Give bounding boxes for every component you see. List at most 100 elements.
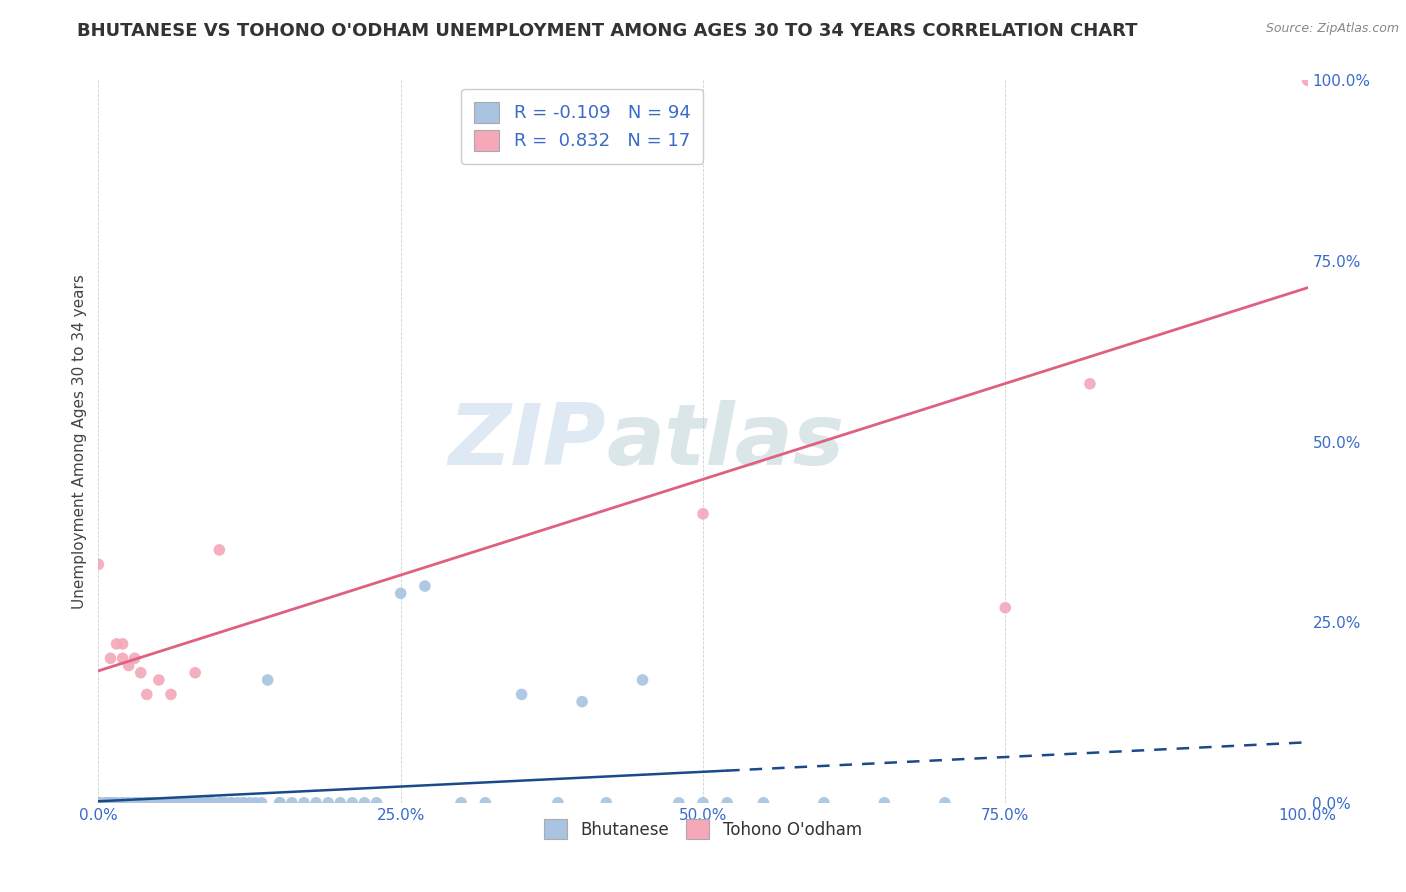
Point: [105, 637, 128, 651]
Point: [1078, 376, 1101, 391]
Point: [153, 796, 176, 810]
Point: [571, 695, 593, 709]
Point: [129, 665, 152, 680]
Point: [232, 796, 254, 810]
Point: [111, 796, 134, 810]
Point: [100, 796, 122, 810]
Point: [221, 796, 243, 810]
Point: [187, 796, 209, 810]
Point: [256, 673, 278, 687]
Point: [292, 796, 315, 810]
Point: [160, 796, 183, 810]
Point: [162, 796, 184, 810]
Point: [124, 796, 146, 810]
Point: [342, 796, 364, 810]
Point: [631, 673, 654, 687]
Point: [100, 796, 122, 810]
Point: [105, 796, 128, 810]
Point: [87, 796, 110, 810]
Point: [135, 796, 157, 810]
Point: [208, 796, 231, 810]
Text: atlas: atlas: [606, 400, 845, 483]
Point: [692, 507, 714, 521]
Point: [124, 651, 146, 665]
Point: [118, 796, 141, 810]
Point: [269, 796, 291, 810]
Point: [127, 796, 149, 810]
Point: [269, 796, 291, 810]
Point: [142, 796, 165, 810]
Point: [389, 586, 412, 600]
Point: [366, 796, 388, 810]
Point: [87, 796, 110, 810]
Point: [111, 651, 134, 665]
Point: [111, 796, 134, 810]
Point: [118, 658, 141, 673]
Point: [87, 796, 110, 810]
Point: [135, 796, 157, 810]
Point: [211, 796, 233, 810]
Point: [184, 796, 207, 810]
Point: [148, 673, 170, 687]
Point: [305, 796, 328, 810]
Point: [716, 796, 738, 810]
Point: [208, 542, 231, 557]
Point: [353, 796, 375, 810]
Text: BHUTANESE VS TOHONO O'ODHAM UNEMPLOYMENT AMONG AGES 30 TO 34 YEARS CORRELATION C: BHUTANESE VS TOHONO O'ODHAM UNEMPLOYMENT…: [77, 22, 1137, 40]
Point: [232, 796, 254, 810]
Point: [184, 796, 207, 810]
Text: ZIP: ZIP: [449, 400, 606, 483]
Point: [111, 637, 134, 651]
Point: [111, 796, 134, 810]
Point: [135, 687, 157, 701]
Point: [87, 796, 110, 810]
Point: [752, 796, 775, 810]
Point: [101, 796, 124, 810]
Point: [100, 796, 122, 810]
Point: [87, 796, 110, 810]
Point: [172, 796, 194, 810]
Point: [221, 796, 243, 810]
Point: [1296, 73, 1319, 87]
Point: [195, 796, 218, 810]
Point: [190, 796, 212, 810]
Point: [97, 796, 120, 810]
Point: [148, 796, 170, 810]
Point: [994, 600, 1017, 615]
Point: [316, 796, 339, 810]
Point: [281, 796, 304, 810]
Point: [138, 796, 160, 810]
Point: [96, 796, 118, 810]
Point: [474, 796, 496, 810]
Point: [93, 796, 115, 810]
Point: [239, 796, 262, 810]
Point: [148, 796, 170, 810]
Point: [934, 796, 956, 810]
Point: [87, 796, 110, 810]
Point: [195, 796, 218, 810]
Point: [692, 796, 714, 810]
Point: [105, 796, 128, 810]
Point: [668, 796, 690, 810]
Point: [100, 651, 122, 665]
Point: [160, 687, 183, 701]
Point: [184, 665, 207, 680]
Point: [813, 796, 835, 810]
Point: [87, 796, 110, 810]
Point: [208, 796, 231, 810]
Point: [129, 796, 152, 810]
Point: [413, 579, 436, 593]
Point: [160, 796, 183, 810]
Point: [153, 796, 176, 810]
Point: [87, 796, 110, 810]
Point: [245, 796, 267, 810]
Point: [226, 796, 249, 810]
Point: [87, 558, 110, 572]
Y-axis label: Unemployment Among Ages 30 to 34 years: Unemployment Among Ages 30 to 34 years: [72, 274, 87, 609]
Point: [873, 796, 896, 810]
Point: [179, 796, 201, 810]
Point: [510, 687, 533, 701]
Point: [124, 796, 146, 810]
Point: [250, 796, 273, 810]
Point: [450, 796, 472, 810]
